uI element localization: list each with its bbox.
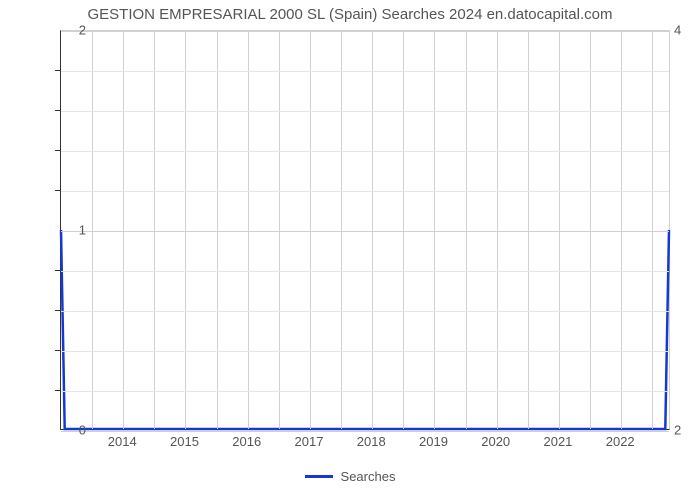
grid-vertical (434, 31, 435, 429)
plot-area (60, 30, 670, 430)
grid-vertical (497, 31, 498, 429)
chart-title: GESTION EMPRESARIAL 2000 SL (Spain) Sear… (0, 6, 700, 23)
y-axis-minor-tick (55, 350, 60, 351)
grid-vertical (123, 31, 124, 429)
grid-vertical (372, 31, 373, 429)
y-axis-minor-tick (55, 150, 60, 151)
y-axis-minor-tick (55, 390, 60, 391)
x-axis-label: 2017 (295, 434, 324, 449)
grid-minor-horizontal (61, 191, 669, 192)
grid-horizontal (61, 31, 669, 32)
y-axis-minor-tick (55, 190, 60, 191)
grid-minor-horizontal (61, 71, 669, 72)
y-axis-label: 1 (46, 223, 86, 238)
grid-minor-horizontal (61, 311, 669, 312)
chart-container: GESTION EMPRESARIAL 2000 SL (Spain) Sear… (0, 0, 700, 500)
legend-swatch (305, 475, 333, 478)
grid-vertical (621, 31, 622, 429)
legend-label: Searches (341, 469, 396, 484)
y-axis-right-label: 2 (674, 423, 700, 438)
grid-vertical (217, 31, 218, 429)
grid-vertical (92, 31, 93, 429)
x-axis-label: 2016 (232, 434, 261, 449)
x-axis-label: 2022 (606, 434, 635, 449)
grid-vertical (403, 31, 404, 429)
grid-vertical (466, 31, 467, 429)
y-axis-minor-tick (55, 70, 60, 71)
grid-vertical (341, 31, 342, 429)
grid-horizontal (61, 431, 669, 432)
grid-vertical (248, 31, 249, 429)
grid-vertical (652, 31, 653, 429)
grid-vertical (528, 31, 529, 429)
grid-vertical (310, 31, 311, 429)
y-axis-label: 0 (46, 423, 86, 438)
grid-horizontal (61, 231, 669, 232)
grid-minor-horizontal (61, 391, 669, 392)
grid-minor-horizontal (61, 151, 669, 152)
y-axis-minor-tick (55, 270, 60, 271)
grid-minor-horizontal (61, 271, 669, 272)
grid-minor-horizontal (61, 111, 669, 112)
x-axis-label: 2019 (419, 434, 448, 449)
y-axis-right-label: 4 (674, 23, 700, 38)
x-axis-label: 2018 (357, 434, 386, 449)
y-axis-minor-tick (55, 310, 60, 311)
grid-vertical (279, 31, 280, 429)
y-axis-label: 2 (46, 23, 86, 38)
series-line (61, 230, 669, 429)
series-layer (61, 31, 669, 429)
grid-minor-horizontal (61, 351, 669, 352)
grid-vertical (154, 31, 155, 429)
x-axis-label: 2020 (481, 434, 510, 449)
grid-vertical (590, 31, 591, 429)
x-axis-label: 2014 (108, 434, 137, 449)
y-axis-minor-tick (55, 110, 60, 111)
x-axis-label: 2015 (170, 434, 199, 449)
grid-vertical (185, 31, 186, 429)
x-axis-label: 2021 (543, 434, 572, 449)
grid-vertical (559, 31, 560, 429)
legend: Searches (0, 468, 700, 484)
